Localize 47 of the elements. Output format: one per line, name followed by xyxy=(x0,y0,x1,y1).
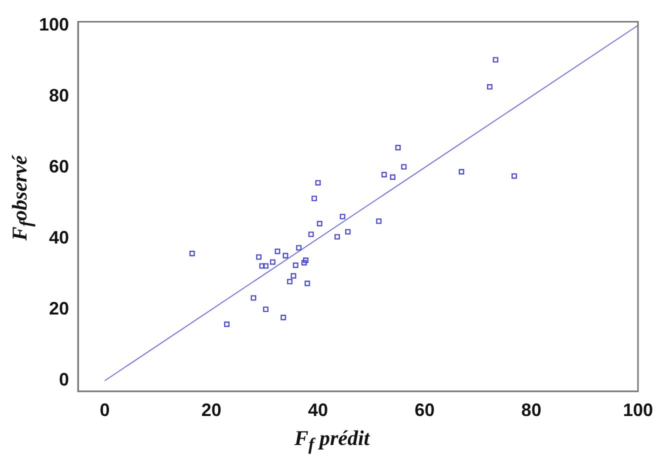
y-tick-label: 40 xyxy=(49,228,70,248)
point xyxy=(315,180,321,186)
point xyxy=(487,84,492,90)
point xyxy=(376,218,382,224)
point xyxy=(345,229,351,235)
point xyxy=(259,263,265,269)
point xyxy=(312,196,317,202)
point xyxy=(287,278,292,284)
point xyxy=(189,250,195,256)
point xyxy=(290,273,296,279)
x-tick-label: 20 xyxy=(201,400,222,420)
x-tick-label: 40 xyxy=(308,400,328,420)
point xyxy=(303,258,308,263)
point xyxy=(308,232,314,238)
x-axis-title: F$_{f}$ prédit xyxy=(293,426,371,455)
point xyxy=(296,245,302,251)
point xyxy=(280,314,286,320)
point xyxy=(274,248,280,254)
y-tick-label: 80 xyxy=(49,85,70,106)
point xyxy=(340,214,346,220)
point xyxy=(304,280,310,286)
point xyxy=(263,263,268,269)
point xyxy=(250,295,256,301)
point xyxy=(282,252,288,258)
y-tick-label: 20 xyxy=(49,298,70,319)
x-tick-label: 60 xyxy=(414,400,435,420)
point xyxy=(458,169,464,174)
point xyxy=(395,144,401,150)
point xyxy=(390,174,396,180)
point xyxy=(334,234,340,240)
point xyxy=(263,306,268,312)
x-tick-label: 80 xyxy=(521,400,542,420)
y-tick-label: 100 xyxy=(38,14,70,34)
x-tick-label: 0 xyxy=(100,400,110,420)
point xyxy=(292,262,298,268)
point xyxy=(492,57,498,63)
point xyxy=(381,172,387,178)
y-tick-label: 60 xyxy=(49,156,70,176)
point xyxy=(270,259,276,265)
point xyxy=(316,220,322,226)
point xyxy=(224,322,230,327)
x-tick-label: 100 xyxy=(622,400,654,420)
point xyxy=(401,164,407,170)
point xyxy=(301,260,307,266)
y-tick-label: 0 xyxy=(59,370,70,390)
point xyxy=(512,173,517,179)
point xyxy=(256,254,262,260)
